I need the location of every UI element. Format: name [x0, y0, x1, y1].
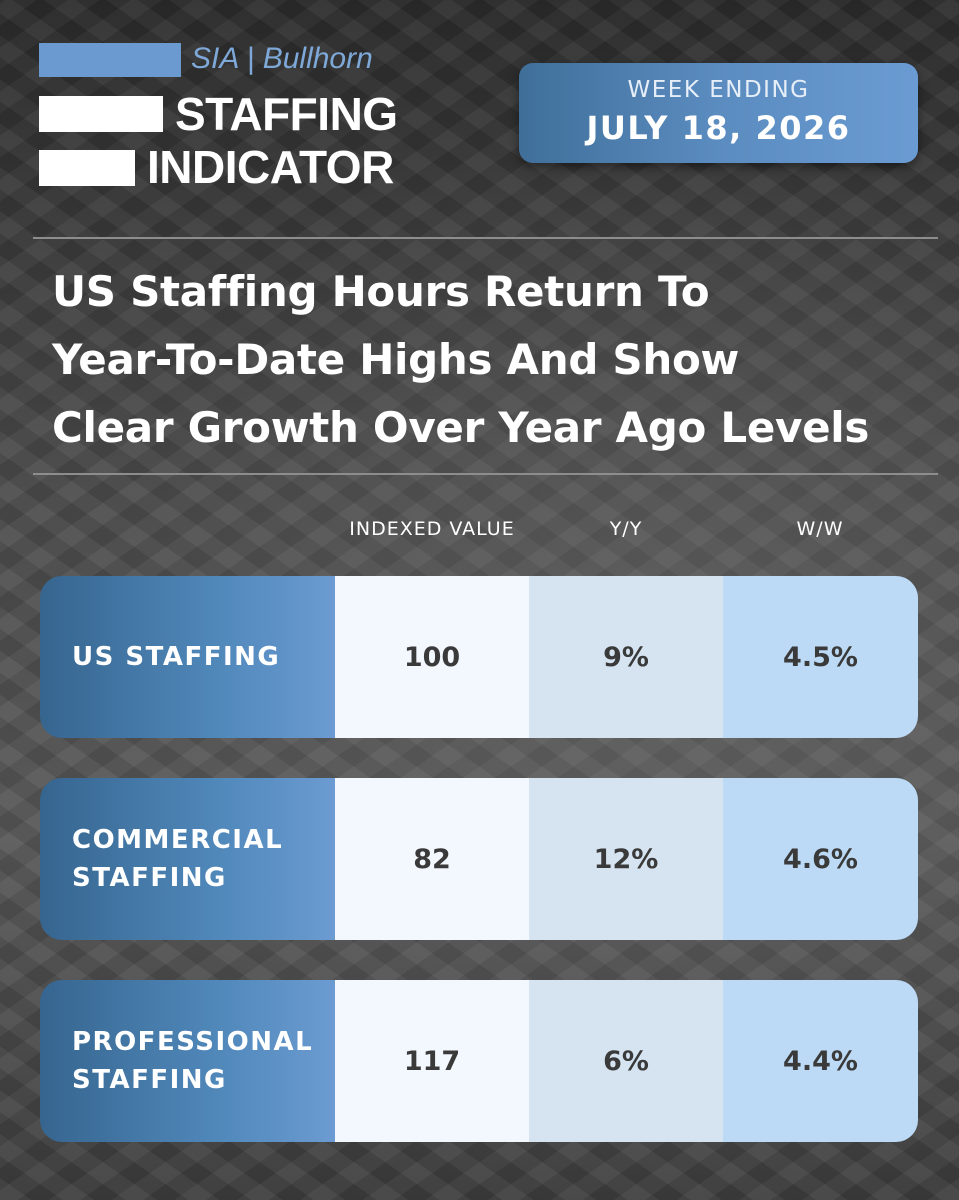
- logo-white-bar-top: [39, 96, 163, 132]
- row-label: US STAFFING: [40, 576, 335, 738]
- column-header-ww: W/W: [796, 518, 844, 540]
- logo-brand-text: SIA | Bullhorn: [191, 42, 373, 75]
- ww-cell: 4.6%: [723, 778, 918, 940]
- headline-line: Year-To-Date Highs And Show: [52, 335, 740, 384]
- column-header-indexed-value: INDEXED VALUE: [349, 518, 515, 540]
- yy-cell: 12%: [529, 778, 723, 940]
- row-label: PROFESSIONAL STAFFING: [40, 980, 335, 1142]
- column-header-yy: Y/Y: [609, 518, 643, 540]
- sia-bullhorn-logo: SIA | Bullhorn STAFFING INDICATOR: [39, 40, 399, 190]
- table-row-commercial-staffing: COMMERCIAL STAFFING 82 12% 4.6%: [40, 778, 918, 940]
- headline-line: Clear Growth Over Year Ago Levels: [52, 403, 870, 452]
- indexed-value-cell: 100: [335, 576, 529, 738]
- headline-line: US Staffing Hours Return To: [52, 267, 710, 316]
- logo-word-indicator: INDICATOR: [147, 141, 394, 193]
- table-row-us-staffing: US STAFFING 100 9% 4.5%: [40, 576, 918, 738]
- headline: US Staffing Hours Return To Year-To-Date…: [52, 258, 932, 462]
- logo-white-bar-bottom: [39, 150, 135, 186]
- ww-cell: 4.5%: [723, 576, 918, 738]
- week-ending-date: JULY 18, 2026: [586, 109, 851, 147]
- logo-word-staffing: STAFFING: [175, 88, 398, 140]
- bottom-divider: [33, 473, 938, 475]
- week-ending-badge: WEEK ENDING JULY 18, 2026: [519, 63, 918, 163]
- indexed-value-cell: 82: [335, 778, 529, 940]
- indexed-value-cell: 117: [335, 980, 529, 1142]
- table-row-professional-staffing: PROFESSIONAL STAFFING 117 6% 4.4%: [40, 980, 918, 1142]
- yy-cell: 6%: [529, 980, 723, 1142]
- week-ending-label: WEEK ENDING: [627, 77, 810, 103]
- logo-blue-bar: [39, 43, 181, 77]
- row-label: COMMERCIAL STAFFING: [40, 778, 335, 940]
- ww-cell: 4.4%: [723, 980, 918, 1142]
- yy-cell: 9%: [529, 576, 723, 738]
- top-divider: [33, 237, 938, 239]
